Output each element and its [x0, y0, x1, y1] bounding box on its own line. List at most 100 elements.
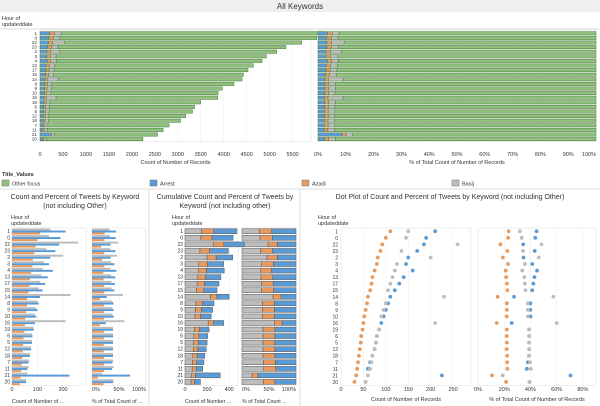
p2-count-bar-basij	[12, 372, 28, 375]
p3-count-bar-azadi	[192, 353, 198, 359]
p3-count-bar-arrest	[196, 353, 206, 359]
top-count-bar-azadi	[45, 72, 49, 77]
p4-count-dot-azadi	[358, 340, 363, 345]
p4-pct-tick: 0%	[474, 387, 482, 393]
p4-count-dot-azadi	[355, 366, 360, 371]
p4-pct-dot-arrest	[535, 268, 539, 273]
top-pct-bar-arrest	[317, 40, 328, 45]
top-pct-bar-arrest	[317, 58, 328, 63]
p3-pct-bar-arrest	[272, 248, 297, 254]
top-pct-bar-basij	[345, 132, 353, 137]
p2-count-bar-azadi	[12, 271, 32, 274]
p2-count-bar-basij	[12, 294, 71, 296]
p2-count-bar-arrest	[12, 348, 32, 351]
p2-count-bar-arrest	[12, 374, 70, 377]
p3-pct-bar-basij	[241, 326, 264, 333]
top-row-label: 1	[34, 31, 37, 36]
top-count-bar-other-focus	[46, 137, 144, 142]
p3-count-bar-arrest	[216, 294, 230, 300]
top-count-bar-other-focus	[54, 132, 158, 137]
top-pct-bar-arrest	[317, 104, 325, 109]
p2-row-label: 3	[7, 262, 10, 268]
p2-row-label: 10	[4, 314, 10, 320]
p4-pct-dot-arrest	[512, 294, 516, 299]
top-pct-tick: 90%	[563, 152, 574, 158]
p2-row-label: 20	[4, 379, 10, 385]
p2-pct-bar-arrest	[92, 361, 113, 364]
p4-row-label: 17	[332, 282, 338, 288]
p3-count-bar-basij	[184, 241, 214, 248]
p3-row-label: 18	[177, 353, 183, 359]
legend-item-label: Other focus	[12, 182, 41, 188]
top-pct-bar-basij	[331, 45, 339, 50]
p2-count-bar-basij	[12, 346, 32, 349]
p2-pct-bar-arrest	[92, 237, 116, 240]
p3-count-bar-basij	[184, 326, 195, 333]
p4-row-label: 1	[335, 229, 338, 235]
top-count-bar-basij	[44, 123, 49, 128]
p2-count-bar-azadi	[12, 350, 23, 353]
p3-pct-bar-azadi	[262, 313, 275, 320]
p3-pct-bar-arrest	[274, 333, 297, 339]
p4-count-dot-arrest	[410, 268, 415, 273]
p3-pct-bar-arrest	[272, 235, 297, 241]
p3-pct-bar-arrest	[272, 280, 297, 287]
p3-pct-bar-basij	[241, 274, 262, 280]
top-count-bar-other-focus	[48, 118, 181, 123]
p3-count-bar-basij	[184, 359, 193, 365]
p3-pct-bar-azadi	[261, 261, 274, 267]
top-count-bar-arrest	[39, 132, 51, 137]
p2-pct-bar-basij	[92, 235, 110, 238]
p2-pct-bar-basij	[92, 339, 114, 342]
p4-pct-dot-basij	[519, 235, 524, 240]
p4-count-dot-azadi	[352, 380, 357, 384]
top-pct-bar-azadi	[324, 104, 329, 109]
p3-count-bar-basij	[184, 228, 202, 235]
p3-pct-bar-azadi	[266, 254, 278, 261]
p2-count-bar-azadi	[12, 252, 35, 255]
top-count-bar-arrest	[39, 68, 47, 73]
top-pct-bar-basij	[331, 35, 339, 40]
top-count-tick: 2000	[126, 152, 138, 158]
top-row-label: 14	[32, 77, 38, 82]
p2-count-bar-arrest	[12, 263, 49, 266]
p2-count-bar-basij	[12, 228, 51, 231]
p2-pct-bar-arrest	[92, 335, 114, 338]
p2-pct-bar-basij	[92, 300, 113, 303]
p4-pct-dot-azadi	[490, 373, 494, 378]
p2-count-bar-arrest	[12, 237, 61, 240]
p4-count-dot-azadi	[368, 288, 373, 293]
top-count-bar-arrest	[39, 127, 44, 132]
p4-row-label: 22	[332, 242, 338, 248]
top-pct-bar-other-focus	[352, 132, 597, 137]
p4-pct-dot-basij	[525, 307, 530, 312]
p3-count-tick: 400	[225, 387, 234, 393]
p3-count-bar-azadi	[199, 248, 210, 254]
p3-count-bar-basij	[184, 274, 198, 280]
p2-pct-bar-azadi	[92, 298, 101, 300]
p2-count-bar-azadi	[12, 278, 30, 281]
p2-pct-bar-basij	[92, 307, 113, 310]
top-pct-bar-basij	[331, 58, 339, 63]
top-count-bar-basij	[51, 45, 59, 50]
p3-count-bar-azadi	[201, 228, 214, 235]
p2-count-bar-basij	[12, 359, 30, 362]
top-count-bar-arrest	[39, 100, 45, 105]
p3-pct-bar-arrest	[274, 300, 297, 307]
top-pct-bar-azadi	[324, 77, 329, 82]
top-pct-bar-azadi	[325, 49, 331, 54]
top-pct-bar-arrest	[317, 123, 325, 128]
p4-hour-label: updateddate	[318, 221, 349, 227]
top-count-bar-other-focus	[50, 91, 219, 96]
p4-row-label: 14	[332, 295, 338, 301]
top-pct-bar-azadi	[324, 118, 329, 123]
p2-count-tick: 0	[10, 387, 13, 393]
p3-row-label: 5	[180, 340, 183, 346]
p4-count-dot-azadi	[363, 307, 368, 312]
top-pct-bar-azadi	[324, 123, 329, 128]
p3-pct-bar-azadi	[259, 235, 273, 241]
p4-count-tick: 50	[360, 387, 366, 393]
p3-pct-bar-basij	[241, 366, 265, 372]
p4-count-dot-azadi	[378, 249, 383, 253]
p2-count-bar-basij	[12, 320, 66, 323]
